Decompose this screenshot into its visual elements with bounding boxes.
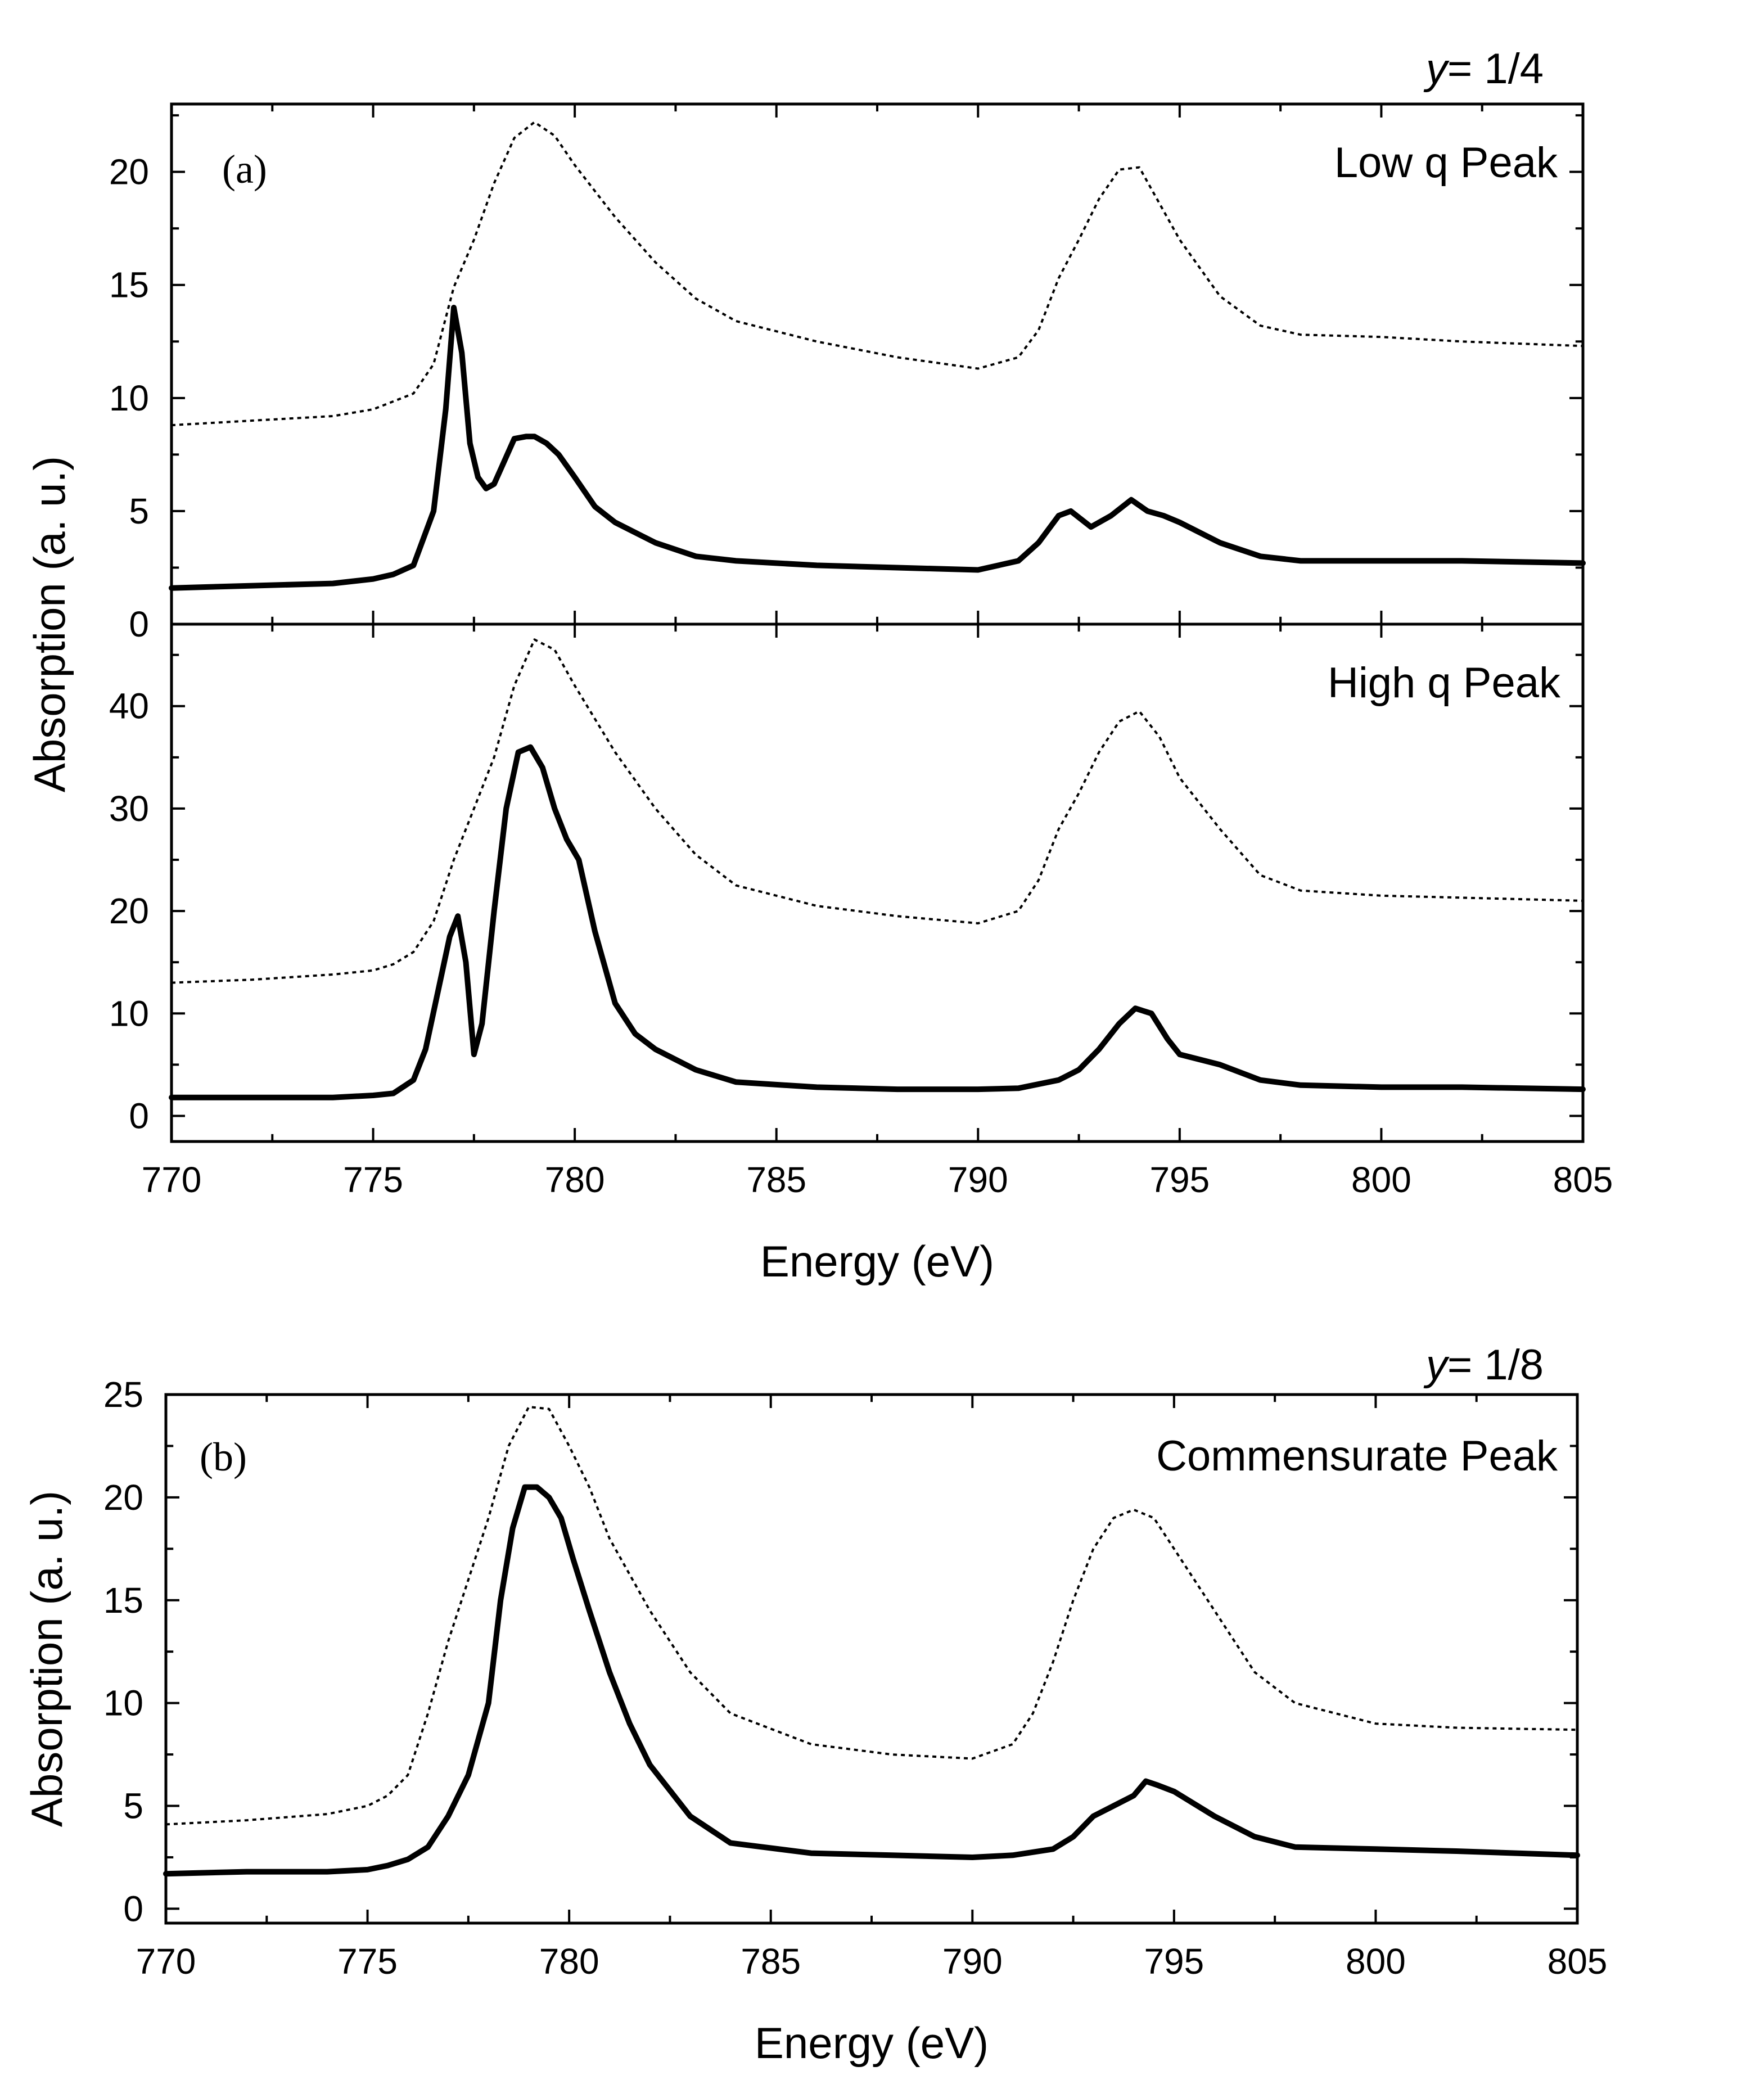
- y-tick-label: 15: [109, 265, 149, 305]
- panel-3: 0 5 10 15 20 25 770 775 780 785 790 795 800 805 Energy…: [103, 1341, 1608, 2068]
- series-dotted: [171, 121, 1583, 427]
- x-tick-label: 780: [545, 1159, 605, 1200]
- peak-annotation: High q Peak: [1328, 659, 1561, 707]
- y-tick-label: 20: [109, 152, 149, 192]
- y-axis-label-a: Absorption (a. u.): [25, 456, 74, 792]
- panel-title: y= 1/4: [1423, 45, 1544, 93]
- x-tick-label: 775: [337, 1941, 398, 1982]
- y-tick-label: 10: [109, 993, 149, 1034]
- series-solid: [163, 1484, 1580, 1877]
- y-tick-label: 5: [123, 1786, 143, 1826]
- x-tick-label: 800: [1346, 1941, 1406, 1982]
- peak-annotation: Commensurate Peak: [1156, 1432, 1558, 1480]
- y-tick-label: 25: [103, 1374, 143, 1415]
- x-axis-label: Energy (eV): [760, 1237, 994, 1286]
- y-tick-label: 5: [129, 491, 149, 531]
- x-tick-label: 790: [942, 1941, 1003, 1982]
- y-tick-label: 10: [109, 378, 149, 418]
- panel-2: 0 10 20 30 40 770 775 780 785 790 795 800 805 Energy …: [109, 622, 1613, 1286]
- title-value: = 1/8: [1447, 1341, 1544, 1389]
- panel-title: y= 1/8: [1423, 1341, 1544, 1389]
- title-variable: y: [1423, 1341, 1450, 1389]
- x-tick-label: 780: [539, 1941, 599, 1982]
- y-tick-label: 0: [123, 1888, 143, 1929]
- series-solid: [169, 744, 1586, 1100]
- y-tick-label: 20: [103, 1477, 143, 1518]
- panel-1: 0 5 10 15 20 Low q Peak (a) y= 1/4: [109, 45, 1586, 644]
- x-tick-label: 770: [136, 1941, 196, 1982]
- series-dotted: [165, 1405, 1578, 1826]
- panel-label: (a): [222, 147, 267, 192]
- x-tick-label: 785: [746, 1159, 806, 1200]
- panel-label: (b): [200, 1434, 247, 1479]
- y-tick-label: 0: [129, 604, 149, 644]
- y-tick-label: 20: [109, 891, 149, 931]
- y-tick-label: 0: [129, 1095, 149, 1136]
- y-axis-label-b: Absorption (a. u.): [22, 1491, 71, 1827]
- x-tick-label: 805: [1548, 1941, 1608, 1982]
- y-tick-label: 10: [103, 1683, 143, 1723]
- x-tick-label: 790: [948, 1159, 1008, 1200]
- series-solid: [169, 305, 1586, 591]
- series-dotted: [171, 638, 1583, 984]
- y-tick-label: 40: [109, 686, 149, 727]
- x-tick-label: 785: [741, 1941, 801, 1982]
- title-variable: y: [1423, 45, 1450, 93]
- peak-annotation: Low q Peak: [1334, 139, 1558, 187]
- y-tick-label: 30: [109, 788, 149, 829]
- y-tick-label: 15: [103, 1580, 143, 1621]
- x-axis-label: Energy (eV): [755, 2018, 989, 2068]
- x-tick-label: 775: [343, 1159, 403, 1200]
- x-tick-label: 795: [1144, 1941, 1204, 1982]
- x-tick-label: 795: [1149, 1159, 1210, 1200]
- title-value: = 1/4: [1447, 45, 1544, 93]
- x-tick-label: 800: [1351, 1159, 1411, 1200]
- x-tick-label: 770: [142, 1159, 202, 1200]
- x-tick-label: 805: [1553, 1159, 1613, 1200]
